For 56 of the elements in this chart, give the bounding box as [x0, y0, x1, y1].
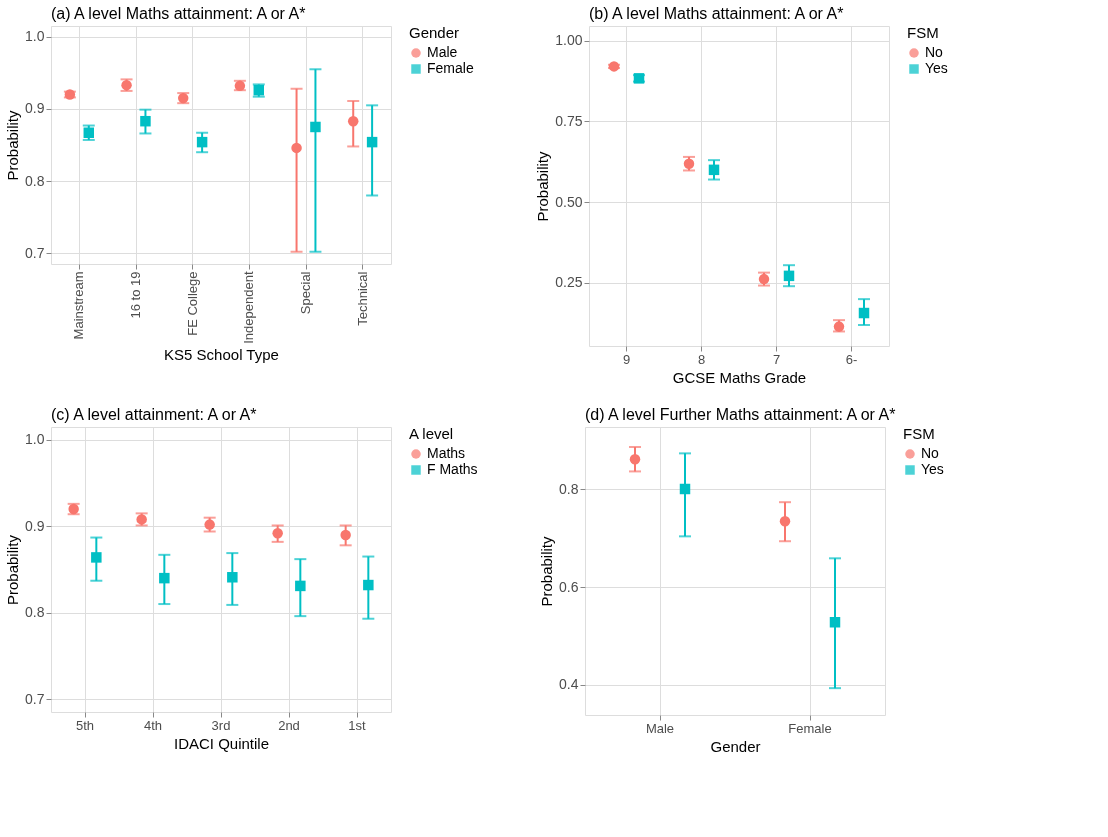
x-tick-label: 9 [622, 351, 631, 367]
x-tick-label: Female [788, 720, 832, 736]
legend-label: Male [427, 44, 458, 60]
legend-title: Gender [409, 24, 460, 41]
legend-title: FSM [903, 425, 935, 442]
x-axis-title: GCSE Maths Grade [672, 368, 807, 386]
x-tick-label: Independent [241, 271, 257, 344]
legend-label: Maths [427, 445, 466, 461]
y-tick-label: 0.8 [559, 480, 579, 497]
chart-title: (c) A level attainment: A or A* [51, 406, 257, 423]
legend-label: Female [427, 60, 474, 76]
x-tick-label: 4th [143, 717, 163, 733]
y-tick-label: 1.0 [25, 28, 45, 45]
chart-title: (d) A level Further Maths attainment: A or A* [585, 406, 896, 423]
legend-label: F Maths [427, 461, 478, 477]
y-tick-label: 0.9 [25, 517, 45, 534]
y-axis-title: Probability [4, 109, 22, 181]
y-tick-label: 0.4 [559, 676, 579, 693]
x-tick-label: 16 to 19 [128, 271, 143, 319]
legend-label: Yes [925, 60, 948, 76]
legend-label: Yes [921, 461, 944, 477]
x-axis-title: Gender [710, 737, 761, 755]
x-tick-label: 6- [845, 351, 858, 367]
legend-label: No [921, 445, 940, 461]
x-tick-label: 1st [348, 717, 367, 733]
chart-title: (a) A level Maths attainment: A or A* [51, 5, 306, 22]
x-axis-title: KS5 School Type [164, 345, 279, 363]
y-axis-title: Probability [538, 535, 556, 607]
y-tick-label: 0.7 [25, 244, 45, 261]
x-tick-label: Technical [354, 271, 370, 326]
x-tick-label: 5th [75, 717, 95, 733]
y-tick-label: 0.7 [25, 690, 45, 707]
x-tick-label: 2nd [278, 717, 300, 733]
y-tick-label: 0.75 [555, 112, 583, 129]
x-tick-label: Male [645, 720, 675, 736]
chart-title: (b) A level Maths attainment: A or A* [589, 5, 844, 22]
y-tick-label: 0.9 [25, 100, 45, 117]
y-tick-label: 0.50 [555, 193, 583, 210]
x-axis-title: IDACI Quintile [173, 734, 270, 752]
y-tick-label: 0.25 [555, 274, 583, 291]
x-tick-label: Mainstream [71, 271, 87, 340]
y-tick-label: 0.6 [559, 578, 579, 595]
y-tick-label: 0.8 [25, 604, 45, 621]
y-tick-label: 0.8 [25, 172, 45, 189]
legend-label: No [925, 44, 944, 60]
x-tick-label: Special [298, 271, 313, 315]
x-tick-label: 8 [697, 351, 706, 367]
y-axis-title: Probability [534, 150, 552, 222]
y-tick-label: 1.00 [555, 32, 583, 49]
x-tick-label: FE College [184, 271, 200, 336]
y-axis-title: Probability [4, 534, 22, 606]
y-tick-label: 1.0 [25, 431, 45, 448]
x-tick-label: 3rd [211, 717, 231, 733]
legend-title: A level [409, 425, 454, 442]
x-tick-label: 7 [772, 351, 781, 367]
legend-title: FSM [907, 24, 939, 41]
